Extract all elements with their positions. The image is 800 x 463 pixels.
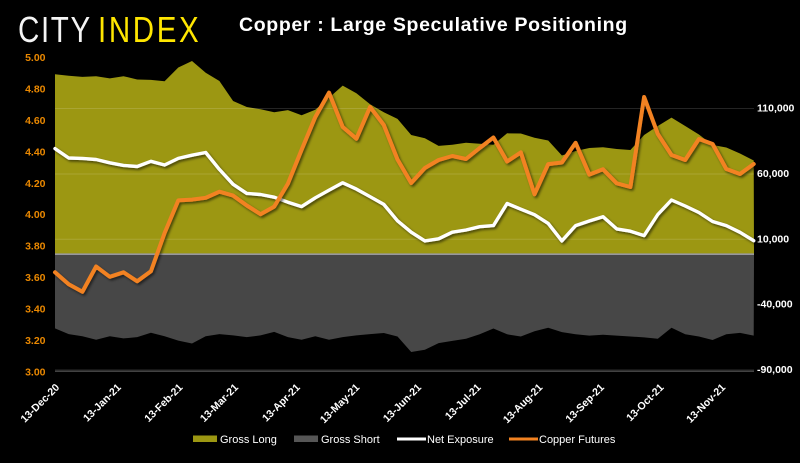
svg-text:110,000: 110,000 <box>757 103 795 115</box>
svg-text:Net Exposure: Net Exposure <box>427 434 494 446</box>
svg-text:4.60: 4.60 <box>25 115 46 127</box>
svg-text:3.60: 3.60 <box>25 272 46 284</box>
svg-text:4.20: 4.20 <box>25 178 46 190</box>
svg-text:-90,000: -90,000 <box>757 364 793 376</box>
svg-text:3.00: 3.00 <box>25 367 46 379</box>
svg-text:3.20: 3.20 <box>25 335 46 347</box>
svg-text:5.00: 5.00 <box>25 52 46 64</box>
svg-text:Copper Futures: Copper Futures <box>539 434 616 446</box>
svg-text:3.40: 3.40 <box>25 304 46 316</box>
svg-text:3.80: 3.80 <box>25 241 46 253</box>
svg-text:4.00: 4.00 <box>25 209 46 221</box>
svg-text:10,000: 10,000 <box>757 233 789 245</box>
svg-text:Gross Long: Gross Long <box>220 434 277 446</box>
svg-text:4.80: 4.80 <box>25 84 46 96</box>
svg-text:Gross Short: Gross Short <box>321 434 380 446</box>
svg-text:-40,000: -40,000 <box>757 299 793 311</box>
svg-text:60,000: 60,000 <box>757 168 789 180</box>
svg-text:4.40: 4.40 <box>25 146 46 158</box>
